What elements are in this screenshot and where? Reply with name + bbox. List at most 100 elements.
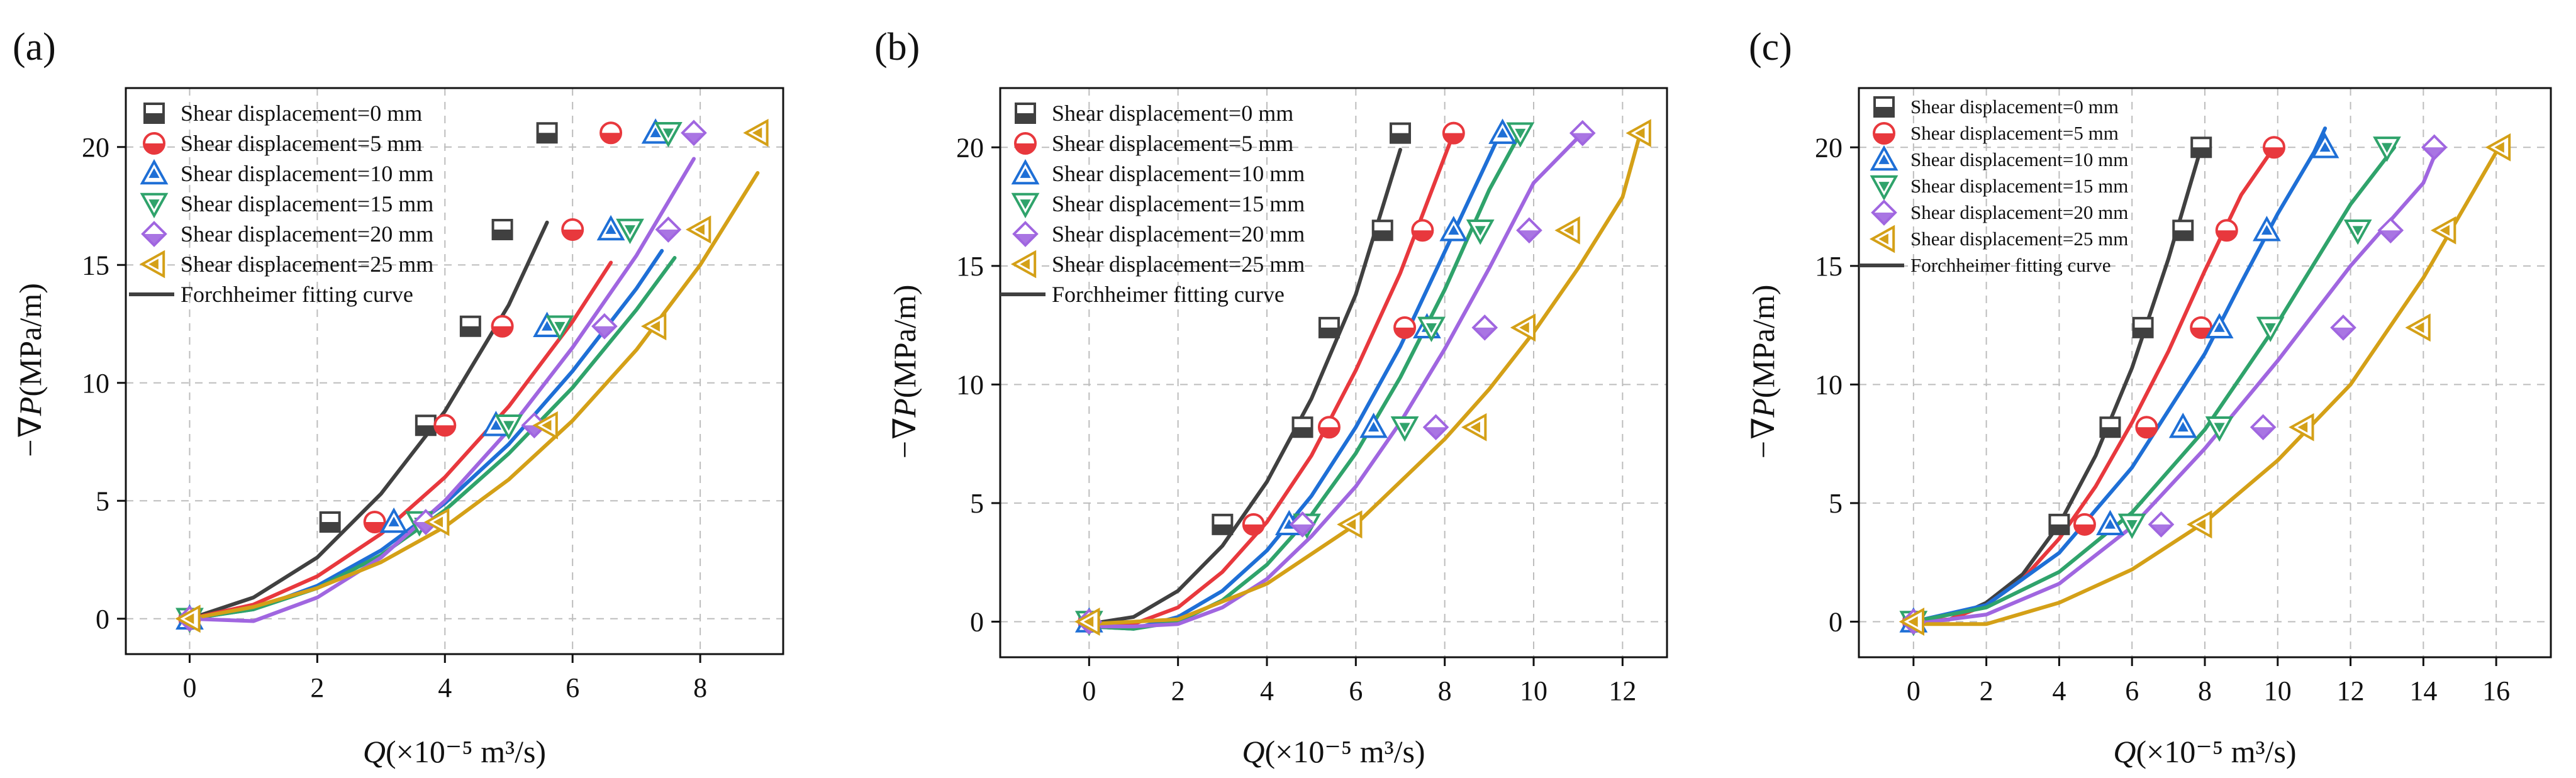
x-axis-label: Q(×10⁻⁵ m³/s) — [2113, 734, 2296, 769]
legend-item: Shear displacement=15 mm — [140, 191, 433, 219]
data-point — [1390, 416, 1419, 442]
y-tick-label: 15 — [1815, 251, 1843, 282]
legend-marker — [143, 132, 165, 155]
data-point — [363, 511, 386, 533]
legend-item: Shear displacement=5 mm — [1014, 131, 1293, 156]
legend-marker — [139, 250, 165, 279]
data-point — [1390, 122, 1411, 144]
data-point — [1212, 513, 1234, 535]
data-point — [1569, 119, 1596, 147]
y-tick-label: 0 — [970, 606, 984, 637]
data-point — [2263, 136, 2285, 159]
data-point — [1359, 413, 1388, 438]
x-tick-label: 12 — [1609, 675, 1636, 706]
data-point — [681, 119, 707, 147]
y-tick-label: 0 — [96, 604, 109, 635]
panel-b: 0 2 4 6 8 10 12 0 5 10 15 20 (b) Q(×10⁻⁵ m³/s) −∇P(MPa… — [874, 26, 1668, 769]
data-point — [640, 312, 667, 341]
legend-item: Shear displacement=20 mm — [1871, 199, 2128, 226]
fit-curve-shear-displacement-0-mm — [1087, 148, 1402, 626]
data-point — [2048, 513, 2070, 535]
legend-item: Shear displacement=5 mm — [143, 131, 422, 156]
legend-fit-label: Forchheimer fitting curve — [1052, 282, 1285, 307]
data-point — [2343, 220, 2372, 245]
legend-item: Shear displacement=10 mm — [140, 158, 433, 186]
legend-item: Shear displacement=15 mm — [1011, 191, 1305, 219]
data-point — [1439, 216, 1468, 242]
legend-marker — [1870, 145, 1899, 171]
plot-frame — [999, 87, 1668, 659]
panel-c: 0 2 4 6 8 10 12 14 16 0 5 10 15 20 (c) Q(×10⁻⁵ m³/s) −∇P… — [1746, 26, 2552, 769]
data-point — [1488, 118, 1517, 144]
y-tick-label: 15 — [82, 250, 109, 281]
x-axis-label: Q(×10⁻⁵ m³/s) — [1242, 734, 1425, 769]
y-tick-label: 5 — [1829, 488, 1843, 519]
x-tick-label: 8 — [2198, 675, 2212, 706]
data-point — [1393, 316, 1417, 339]
data-point — [2373, 136, 2401, 162]
data-point — [1318, 316, 1340, 338]
legend-marker — [1010, 250, 1037, 279]
x-tick-label: 16 — [2482, 675, 2510, 706]
legend-item: Shear displacement=0 mm — [1873, 96, 2119, 118]
legend-label: Shear displacement=0 mm — [1910, 96, 2119, 118]
legend-marker — [1873, 96, 1895, 118]
x-tick-label: 6 — [566, 672, 579, 703]
data-point — [536, 122, 558, 144]
x-tick-label: 2 — [310, 672, 324, 703]
legend-marker — [140, 158, 169, 185]
data-point — [685, 215, 711, 244]
data-point — [2485, 133, 2511, 162]
legend-marker — [1873, 122, 1895, 145]
y-tick-label: 0 — [1829, 606, 1843, 637]
x-tick-label: 4 — [2052, 675, 2066, 706]
x-tick-label: 12 — [2337, 675, 2365, 706]
y-axis-label: −∇P(MPa/m) — [887, 285, 922, 461]
data-point — [379, 507, 408, 533]
fit-curve-shear-displacement-25-mm — [187, 171, 760, 621]
legend-label: Shear displacement=0 mm — [1052, 101, 1293, 126]
series-shear-displacement-25-mm — [1899, 133, 2511, 636]
y-tick-label: 20 — [82, 132, 109, 163]
data-point — [561, 218, 584, 241]
x-tick-label: 8 — [1438, 675, 1452, 706]
panel-label: (c) — [1749, 26, 1792, 69]
data-point — [1442, 121, 1465, 145]
x-tick-label: 0 — [182, 672, 196, 703]
legend: Shear displacement=0 mm Shear displacemen… — [129, 101, 433, 307]
data-point — [1289, 511, 1316, 538]
fit-curve-shear-displacement-15-mm — [1911, 145, 2397, 624]
fit-curve-shear-displacement-0-mm — [187, 220, 549, 621]
y-tick-label: 10 — [1815, 369, 1843, 400]
data-point — [2168, 413, 2197, 438]
data-point — [1317, 416, 1341, 439]
legend-label: Shear displacement=5 mm — [1052, 131, 1293, 156]
legend-label: Shear displacement=20 mm — [1052, 221, 1305, 247]
legend: Shear displacement=0 mm Shear displacemen… — [1000, 101, 1305, 307]
data-point — [2190, 136, 2212, 158]
panel-label: (b) — [874, 26, 920, 69]
data-point — [2190, 316, 2213, 339]
y-tick-label: 5 — [96, 486, 109, 516]
data-point — [2430, 216, 2456, 245]
legend-label: Shear displacement=5 mm — [181, 131, 422, 156]
legend: Shear displacement=0 mm Shear displacemen… — [1859, 96, 2128, 276]
legend-marker — [1015, 103, 1036, 124]
legend-label: Shear displacement=0 mm — [181, 101, 422, 126]
legend-marker — [1870, 175, 1899, 201]
fit-curve-shear-displacement-20-mm — [187, 157, 696, 623]
data-point — [2132, 316, 2154, 338]
data-point — [2117, 513, 2146, 539]
data-point — [2330, 314, 2356, 341]
legend-marker — [143, 103, 165, 124]
legend-item: Shear displacement=0 mm — [143, 101, 422, 126]
x-tick-label: 2 — [1980, 675, 1993, 706]
series-shear-displacement-25-mm — [175, 118, 769, 633]
data-point — [494, 414, 523, 440]
legend-label: Shear displacement=5 mm — [1910, 122, 2119, 144]
legend-item-fit: Forchheimer fitting curve — [1859, 254, 2111, 276]
x-tick-label: 14 — [2409, 675, 2437, 706]
data-point — [2405, 313, 2431, 342]
data-point — [1471, 314, 1498, 341]
x-tick-label: 0 — [1907, 675, 1921, 706]
